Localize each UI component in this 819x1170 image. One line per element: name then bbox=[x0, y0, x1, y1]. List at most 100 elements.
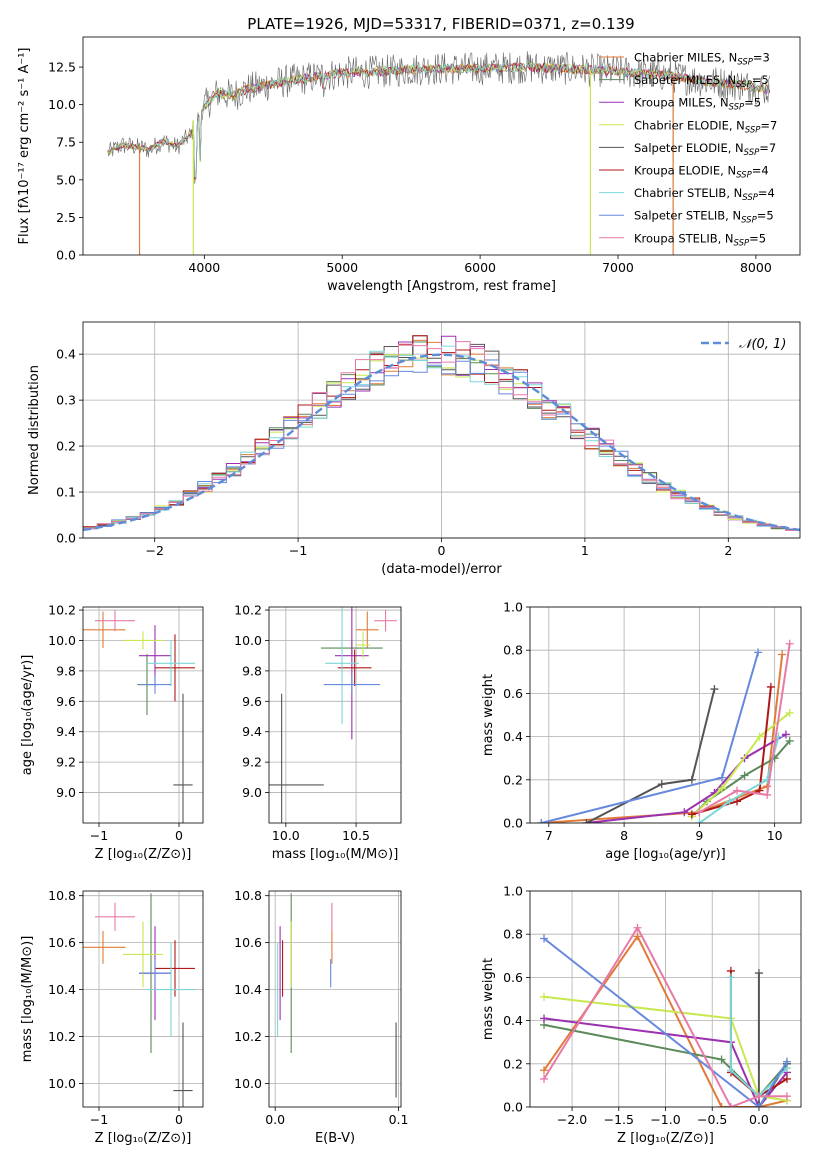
spectrum-series-line bbox=[107, 61, 771, 179]
y-tick-label: 10.2 bbox=[234, 603, 262, 618]
weight-point-marker bbox=[726, 973, 735, 982]
weight-point-marker bbox=[754, 1092, 763, 1101]
y-tick-label: 12.5 bbox=[48, 60, 76, 75]
y-tick-label: 9.6 bbox=[242, 694, 262, 709]
x-tick-label: −1 bbox=[90, 828, 108, 843]
axes: 7 8 9 10 0.0 0.2 0.4 0.6 0.8 1.0 age [log₁₀(age/yr… bbox=[481, 600, 802, 862]
axes: −1 0 10.0 10.2 10.4 10.6 10.8 Z [log₁₀(Z/Z⊙)] ma… bbox=[20, 888, 204, 1146]
axes-frame bbox=[529, 606, 802, 824]
weight-series-line bbox=[691, 712, 791, 818]
y-tick-label: 0.8 bbox=[503, 643, 523, 658]
gridlines bbox=[269, 607, 401, 823]
weight-point-marker bbox=[540, 992, 549, 1001]
axes-frame bbox=[268, 606, 402, 824]
weight-series-line bbox=[543, 934, 788, 1107]
y-tick-label: 7.5 bbox=[56, 135, 76, 150]
age-vs-metallicity-chart: −1 0 9.0 9.2 9.4 9.6 9.8 10.0 10.2 Z [log₁₀(Z/Z⊙)… bbox=[20, 603, 204, 862]
y-axis-label: mass weight bbox=[481, 674, 496, 756]
y-tick-label: 0.0 bbox=[56, 531, 76, 546]
weight-point-marker bbox=[582, 819, 591, 823]
y-tick-label: 10.0 bbox=[48, 1076, 76, 1091]
x-axis-label: wavelength [Angstrom, rest frame] bbox=[327, 279, 556, 294]
y-tick-label: 0.6 bbox=[503, 970, 523, 985]
y-tick-label: 0.2 bbox=[503, 1056, 523, 1071]
residuals-histogram-chart: −2 −1 0 1 2 0.0 0.1 0.2 0.3 0.4 (data-model)/error… bbox=[27, 321, 801, 577]
y-tick-label: 1.0 bbox=[503, 884, 523, 899]
weight-point-marker bbox=[781, 730, 790, 739]
y-axis-label: age [log₁₀(age/yr)] bbox=[20, 655, 35, 776]
weight-point-marker bbox=[725, 797, 734, 806]
weight-point-marker bbox=[537, 819, 546, 823]
weight-series-line bbox=[543, 925, 787, 1107]
weight-point-marker bbox=[785, 708, 794, 717]
y-tick-label: 9.2 bbox=[242, 755, 262, 770]
weight-point-marker bbox=[687, 775, 696, 784]
mass-weight-vs-metallicity-chart: −2.0 −1.5 −1.0 −0.5 0.0 0.0 0.2 0.4 0.6 0.8 1.0 Z [… bbox=[481, 884, 802, 1146]
weight-series-line bbox=[543, 1017, 788, 1107]
x-tick-label: 9 bbox=[695, 828, 703, 843]
y-tick-label: 10.0 bbox=[234, 633, 262, 648]
weight-point-marker bbox=[733, 786, 742, 795]
x-tick-label: 0 bbox=[438, 543, 446, 558]
x-tick-label: 0 bbox=[175, 1112, 183, 1127]
x-axis-label: Z [log₁₀(Z/Z⊙)] bbox=[617, 1131, 714, 1146]
weight-point-marker bbox=[717, 784, 726, 793]
axes-frame bbox=[82, 606, 204, 824]
legend-entry: Salpeter STELIB, NSSP=5 bbox=[634, 209, 774, 226]
x-tick-label: 0.1 bbox=[389, 1112, 409, 1127]
y-tick-label: 9.8 bbox=[242, 663, 262, 678]
y-tick-label: 0.3 bbox=[56, 393, 76, 408]
weight-point-marker bbox=[754, 648, 763, 657]
y-tick-label: 1.0 bbox=[503, 600, 523, 615]
weight-point-marker bbox=[717, 1103, 726, 1107]
x-tick-label: −0.5 bbox=[697, 1112, 727, 1127]
axes: 10.0 10.5 9.0 9.2 9.4 9.6 9.8 10.0 10.2 mass [log… bbox=[234, 603, 402, 862]
y-tick-label: 0.4 bbox=[503, 1013, 523, 1028]
plot-area bbox=[540, 923, 791, 1107]
mass-vs-extinction-chart: 0.0 0.1 10.0 10.2 10.4 10.6 10.8 E(B-V) bbox=[234, 888, 408, 1146]
x-tick-label: −1 bbox=[90, 1112, 108, 1127]
y-tick-label: 0.2 bbox=[56, 439, 76, 454]
x-tick-label: 8 bbox=[620, 828, 628, 843]
y-axis-label: mass [log₁₀(M/M⊙)] bbox=[20, 936, 35, 1063]
weight-point-marker bbox=[633, 923, 642, 932]
plot-area bbox=[107, 51, 771, 255]
x-tick-label: −2.0 bbox=[557, 1112, 587, 1127]
weight-point-marker bbox=[782, 1074, 791, 1083]
plot-area bbox=[277, 893, 397, 1098]
y-tick-label: 10.8 bbox=[48, 888, 76, 903]
y-tick-label: 9.4 bbox=[242, 724, 262, 739]
x-tick-label: 7 bbox=[545, 828, 553, 843]
weight-series-line bbox=[543, 995, 788, 1102]
weight-point-marker bbox=[755, 732, 764, 741]
x-tick-label: −1.0 bbox=[650, 1112, 680, 1127]
x-axis-label: (data-model)/error bbox=[381, 562, 502, 577]
legend-entry: Chabrier ELODIE, NSSP=7 bbox=[634, 118, 777, 135]
y-tick-label: 10.2 bbox=[48, 603, 76, 618]
y-tick-label: 2.5 bbox=[56, 210, 76, 225]
y-tick-label: 0.4 bbox=[56, 347, 76, 362]
plot-area bbox=[537, 639, 794, 823]
y-tick-label: 10.2 bbox=[234, 1029, 262, 1044]
weight-point-marker bbox=[695, 819, 704, 823]
y-tick-label: 0.0 bbox=[503, 1100, 523, 1115]
weight-point-marker bbox=[540, 1066, 549, 1075]
weight-point-marker bbox=[540, 1074, 549, 1083]
axes-frame bbox=[82, 890, 204, 1108]
y-tick-label: 9.8 bbox=[56, 663, 76, 678]
residual-histogram bbox=[83, 359, 800, 531]
weight-point-marker bbox=[633, 932, 642, 941]
y-tick-label: 9.2 bbox=[56, 755, 76, 770]
weight-point-marker bbox=[726, 1103, 735, 1107]
x-tick-label: 0.0 bbox=[265, 1112, 285, 1127]
age-vs-mass-chart: 10.0 10.5 9.0 9.2 9.4 9.6 9.8 10.0 10.2 mass [log… bbox=[234, 603, 402, 862]
weight-series-line bbox=[586, 688, 716, 823]
weight-point-marker bbox=[763, 790, 772, 799]
legend-entry: Salpeter ELODIE, NSSP=7 bbox=[634, 141, 776, 158]
y-tick-label: 10.4 bbox=[48, 982, 76, 997]
y-axis-label: Normed distribution bbox=[27, 365, 42, 495]
y-tick-label: 0.2 bbox=[503, 772, 523, 787]
weight-point-marker bbox=[766, 682, 775, 691]
plot-area bbox=[83, 610, 195, 823]
x-axis-label: Z [log₁₀(Z/Z⊙)] bbox=[95, 847, 192, 862]
